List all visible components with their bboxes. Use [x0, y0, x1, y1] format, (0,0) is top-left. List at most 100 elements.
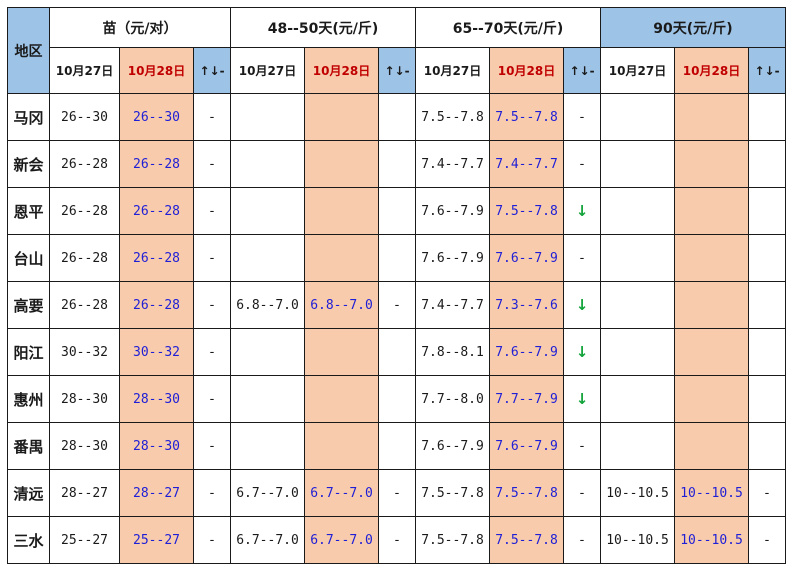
region-cell: 恩平 — [7, 187, 50, 235]
table-row: 台山 26--28 26--28-7.6--7.9 7.6--7.9- — [7, 234, 786, 282]
trend-cell — [378, 422, 416, 470]
price-prev-cell — [600, 375, 675, 423]
price-current-cell — [674, 187, 749, 235]
price-current-cell: 28--30 — [119, 422, 194, 470]
price-current-cell: 6.8--7.0 — [304, 281, 379, 329]
trend-cell — [748, 375, 786, 423]
price-current-cell: 28--27 — [119, 469, 194, 517]
price-current-cell: 7.6--7.9 — [489, 234, 564, 282]
region-header: 地区 — [7, 7, 50, 94]
price-current-cell: 7.6--7.9 — [489, 422, 564, 470]
trend-cell: - — [193, 281, 231, 329]
price-prev-cell: 7.8--8.1 — [415, 328, 490, 376]
price-prev-cell — [230, 140, 305, 188]
price-current-cell — [304, 187, 379, 235]
price-prev-cell: 25--27 — [49, 516, 120, 564]
price-current-cell: 28--30 — [119, 375, 194, 423]
price-current-cell: 26--28 — [119, 234, 194, 282]
price-current-cell — [304, 234, 379, 282]
trend-cell: - — [563, 469, 601, 517]
date-current-header: 10月28日 — [304, 47, 379, 94]
price-prev-cell: 26--28 — [49, 140, 120, 188]
price-current-cell: 6.7--7.0 — [304, 469, 379, 517]
price-current-cell: 10--10.5 — [674, 516, 749, 564]
price-prev-cell: 26--28 — [49, 234, 120, 282]
table-row: 三水 25--27 25--27-6.7--7.0 6.7--7.0-7.5--7.8… — [7, 516, 786, 564]
group-header-65-70-days: 65--70天(元/斤) — [415, 7, 601, 48]
trend-cell: - — [563, 234, 601, 282]
price-current-cell — [674, 281, 749, 329]
price-current-cell: 10--10.5 — [674, 469, 749, 517]
price-prev-cell: 7.4--7.7 — [415, 140, 490, 188]
price-current-cell: 7.6--7.9 — [489, 328, 564, 376]
price-current-cell: 7.4--7.7 — [489, 140, 564, 188]
price-prev-cell: 10--10.5 — [600, 469, 675, 517]
date-prev-header: 10月27日 — [600, 47, 675, 94]
price-prev-cell: 30--32 — [49, 328, 120, 376]
trend-cell — [378, 234, 416, 282]
price-current-cell: 26--28 — [119, 187, 194, 235]
price-current-cell: 26--30 — [119, 93, 194, 141]
region-cell: 清远 — [7, 469, 50, 517]
price-prev-cell: 10--10.5 — [600, 516, 675, 564]
date-current-header: 10月28日 — [674, 47, 749, 94]
price-prev-cell — [230, 187, 305, 235]
trend-cell: - — [563, 516, 601, 564]
price-prev-cell: 7.5--7.8 — [415, 469, 490, 517]
trend-cell: - — [563, 422, 601, 470]
table-row: 清远 28--27 28--27-6.7--7.0 6.7--7.0-7.5--7.8… — [7, 469, 786, 517]
price-current-cell — [674, 375, 749, 423]
price-current-cell: 7.5--7.8 — [489, 516, 564, 564]
trend-cell — [748, 281, 786, 329]
table-row: 新会 26--28 26--28-7.4--7.7 7.4--7.7- — [7, 140, 786, 188]
date-header-row: 10月27日 10月28日 ↑↓- 10月27日 10月28日 ↑↓- 10月27日 10月2… — [8, 47, 786, 94]
price-prev-cell — [600, 281, 675, 329]
price-prev-cell: 7.5--7.8 — [415, 516, 490, 564]
trend-cell: - — [378, 281, 416, 329]
price-current-cell — [674, 93, 749, 141]
date-prev-header: 10月27日 — [415, 47, 490, 94]
price-prev-cell: 7.6--7.9 — [415, 187, 490, 235]
trend-down-icon: ↓ — [563, 328, 601, 376]
price-table-body: 马冈 26--30 26--30-7.5--7.8 7.5--7.8- 新会 26--28… — [7, 93, 786, 564]
price-prev-cell: 26--28 — [49, 281, 120, 329]
trend-cell — [748, 234, 786, 282]
trend-cell: - — [378, 516, 416, 564]
trend-cell: - — [193, 375, 231, 423]
group-header-90-days: 90天(元/斤) — [600, 7, 786, 48]
trend-cell: - — [193, 469, 231, 517]
price-prev-cell: 26--30 — [49, 93, 120, 141]
price-prev-cell: 28--27 — [49, 469, 120, 517]
price-current-cell — [304, 328, 379, 376]
trend-cell — [748, 422, 786, 470]
price-prev-cell: 6.7--7.0 — [230, 516, 305, 564]
price-current-cell — [674, 140, 749, 188]
price-prev-cell: 28--30 — [49, 422, 120, 470]
trend-cell: - — [563, 93, 601, 141]
table-row: 惠州 28--30 28--30-7.7--8.0 7.7--7.9 ↓ — [7, 375, 786, 423]
trend-header: ↑↓- — [563, 47, 601, 94]
price-current-cell — [674, 234, 749, 282]
date-current-header: 10月28日 — [119, 47, 194, 94]
trend-cell: - — [748, 469, 786, 517]
region-cell: 马冈 — [7, 93, 50, 141]
region-cell: 台山 — [7, 234, 50, 282]
table-row: 高要 26--28 26--28-6.8--7.0 6.8--7.0-7.4--7.7… — [7, 281, 786, 329]
date-current-header: 10月28日 — [489, 47, 564, 94]
trend-cell: - — [193, 93, 231, 141]
price-current-cell: 7.5--7.8 — [489, 187, 564, 235]
table-row: 马冈 26--30 26--30-7.5--7.8 7.5--7.8- — [7, 93, 786, 141]
price-current-cell: 30--32 — [119, 328, 194, 376]
trend-header: ↑↓- — [193, 47, 231, 94]
trend-down-icon: ↓ — [563, 187, 601, 235]
price-prev-cell: 7.6--7.9 — [415, 422, 490, 470]
group-header-seedling: 苗（元/对） — [49, 7, 231, 48]
price-prev-cell — [600, 140, 675, 188]
price-prev-cell — [230, 93, 305, 141]
region-cell: 新会 — [7, 140, 50, 188]
trend-cell — [748, 328, 786, 376]
price-current-cell — [304, 422, 379, 470]
region-cell: 高要 — [7, 281, 50, 329]
region-cell: 三水 — [7, 516, 50, 564]
price-prev-cell — [230, 375, 305, 423]
